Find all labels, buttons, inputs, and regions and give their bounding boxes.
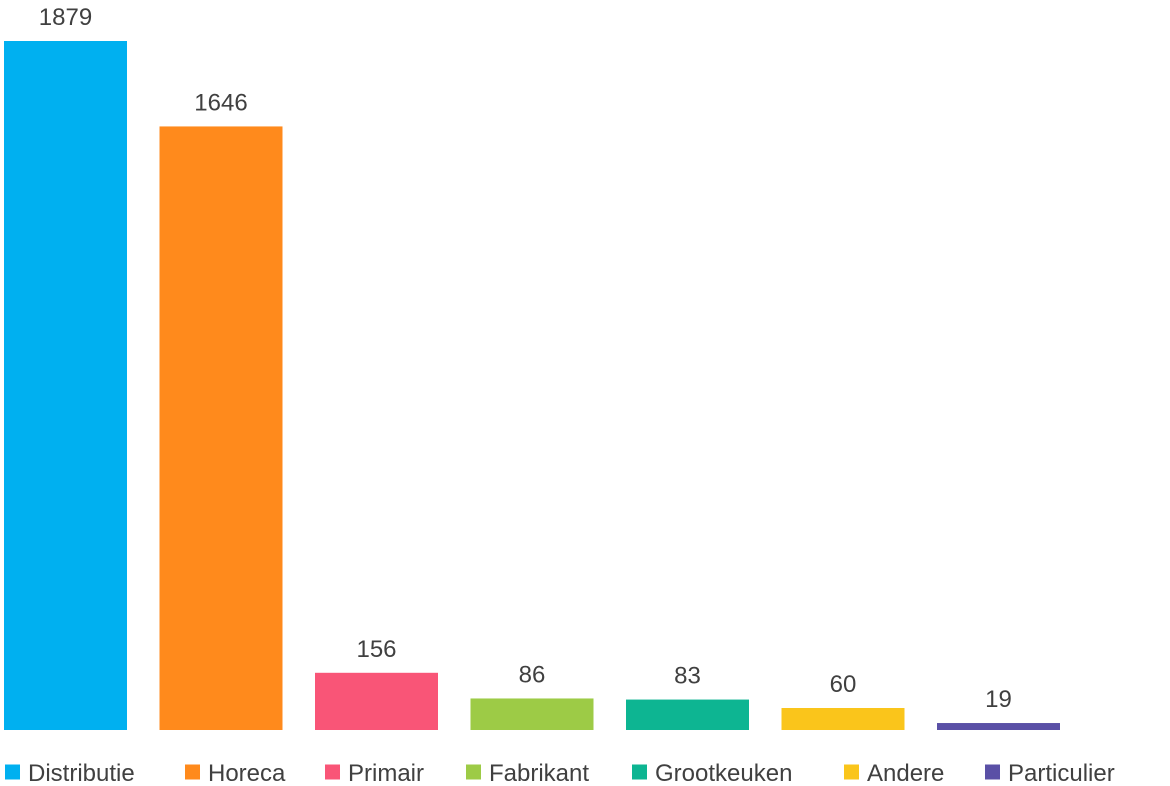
legend-swatch-fabrikant	[466, 764, 481, 780]
legend: Distributie Horeca Primair Fabrikant Grootke…	[5, 760, 1115, 786]
legend-item-primair: Primair	[325, 760, 424, 786]
data-label-horeca: 1646	[194, 89, 247, 116]
legend-label-grootkeuken: Grootkeuken	[655, 760, 792, 786]
bars-layer	[4, 41, 1060, 730]
data-label-andere: 60	[830, 671, 857, 698]
legend-item-fabrikant: Fabrikant	[466, 760, 589, 786]
legend-swatch-andere	[844, 764, 859, 780]
bar-fabrikant	[470, 698, 594, 730]
legend-swatch-particulier	[985, 764, 1000, 780]
legend-label-primair: Primair	[348, 760, 424, 786]
data-label-particulier: 19	[985, 686, 1012, 713]
bar-andere	[781, 707, 905, 730]
data-label-distributie: 1879	[39, 4, 92, 31]
bar-primair	[315, 672, 438, 730]
legend-swatch-primair	[325, 764, 340, 780]
legend-label-distributie: Distributie	[28, 760, 135, 786]
legend-label-particulier: Particulier	[1008, 760, 1115, 786]
legend-item-andere: Andere	[844, 760, 944, 786]
data-label-fabrikant: 86	[519, 661, 546, 688]
bar-grootkeuken	[626, 699, 749, 730]
legend-item-grootkeuken: Grootkeuken	[632, 760, 792, 786]
bar-particulier	[937, 723, 1060, 730]
bar-distributie	[4, 41, 127, 730]
data-label-grootkeuken: 83	[674, 663, 701, 690]
data-label-primair: 156	[356, 636, 396, 663]
value-labels-layer: 1879 1646 156 86 83 60 19	[39, 4, 1012, 713]
legend-swatch-distributie	[5, 764, 20, 780]
legend-item-horeca: Horeca	[185, 760, 286, 786]
legend-item-distributie: Distributie	[5, 760, 135, 786]
legend-label-andere: Andere	[867, 760, 944, 786]
legend-swatch-grootkeuken	[632, 764, 647, 780]
legend-item-particulier: Particulier	[985, 760, 1115, 786]
legend-swatch-horeca	[185, 764, 200, 780]
bar-horeca	[159, 126, 283, 730]
legend-label-fabrikant: Fabrikant	[489, 760, 589, 786]
legend-label-horeca: Horeca	[208, 760, 286, 786]
